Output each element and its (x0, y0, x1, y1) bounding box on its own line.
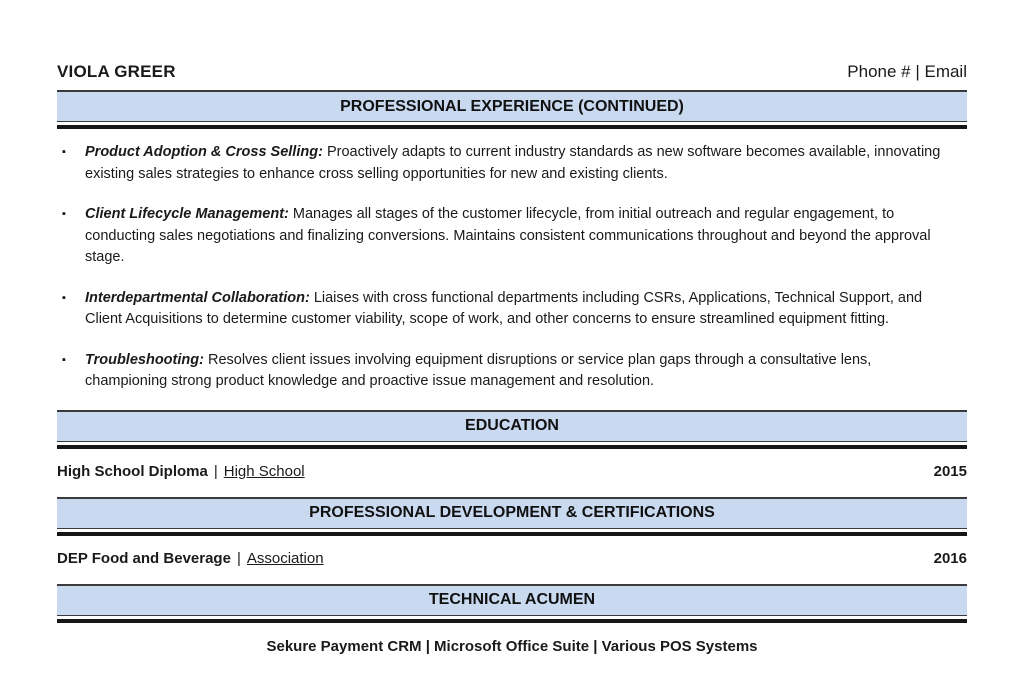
contact-info: Phone # | Email (847, 62, 967, 81)
section-title-certifications: PROFESSIONAL DEVELOPMENT & CERTIFICATION… (309, 504, 715, 521)
section-divider (57, 618, 967, 623)
bullet-text: Manages all stages of the customer lifec… (85, 206, 931, 265)
bullet-body: Troubleshooting: Resolves client issues … (85, 350, 945, 393)
bullet-lead: Product Adoption & Cross Selling: (85, 144, 323, 160)
section-header-education: EDUCATION (57, 409, 967, 442)
separator: | (236, 549, 241, 567)
certification-name: DEP Food and Beverage (57, 549, 231, 567)
bullet-square-icon: ▪ (62, 353, 66, 366)
education-year: 2015 (933, 462, 967, 480)
candidate-name: VIOLA GREER (57, 62, 176, 81)
section-divider (57, 444, 967, 449)
section-header-certifications: PROFESSIONAL DEVELOPMENT & CERTIFICATION… (57, 496, 967, 529)
bullet-square-icon: ▪ (62, 208, 66, 220)
bullet-body: Product Adoption & Cross Selling: Proact… (85, 142, 945, 185)
bullet-lead: Troubleshooting: (85, 351, 204, 368)
certification-entry: DEP Food and Beverage | Association 2016 (57, 550, 967, 567)
bullet-body: Interdepartmental Collaboration: Liaises… (85, 288, 945, 331)
experience-bullet-list: ▪ Product Adoption & Cross Selling: Proa… (57, 142, 967, 393)
experience-bullet: ▪ Client Lifecycle Management: Manages a… (57, 204, 967, 269)
resume-header: VIOLA GREER Phone # | Email (57, 62, 967, 82)
technical-skills-line: Sekure Payment CRM | Microsoft Office Su… (266, 637, 758, 655)
school-name: High School (223, 462, 305, 480)
experience-bullet: ▪ Troubleshooting: Resolves client issue… (57, 350, 967, 393)
bullet-square-icon: ▪ (62, 291, 66, 304)
section-divider (57, 125, 967, 129)
bullet-lead: Interdepartmental Collaboration: (85, 289, 310, 306)
bullet-text: Liaises with cross functional department… (85, 289, 923, 328)
bullet-body: Client Lifecycle Management: Manages all… (85, 204, 945, 269)
education-entry: High School Diploma | High School 2015 (57, 463, 967, 480)
bullet-text: Proactively adapts to current industry s… (85, 144, 941, 182)
section-title-experience: PROFESSIONAL EXPERIENCE (CONTINUED) (340, 97, 684, 115)
education-entry-left: High School Diploma | High School (57, 463, 305, 480)
section-title-education: EDUCATION (465, 417, 559, 434)
section-title-technical: TECHNICAL ACUMEN (428, 591, 596, 608)
bullet-square-icon: ▪ (62, 146, 66, 158)
section-divider (57, 531, 967, 536)
experience-bullet: ▪ Product Adoption & Cross Selling: Proa… (57, 142, 967, 185)
bullet-lead: Client Lifecycle Management: (85, 206, 289, 222)
bullet-text: Resolves client issues involving equipme… (85, 351, 872, 390)
separator: | (213, 462, 218, 480)
section-header-experience: PROFESSIONAL EXPERIENCE (CONTINUED) (57, 90, 967, 122)
certification-year: 2016 (933, 549, 967, 567)
degree-name: High School Diploma (57, 462, 208, 480)
certification-entry-left: DEP Food and Beverage | Association (57, 550, 324, 567)
section-header-technical: TECHNICAL ACUMEN (57, 583, 967, 616)
experience-bullet: ▪ Interdepartmental Collaboration: Liais… (57, 288, 967, 331)
association-name: Association (246, 549, 324, 567)
